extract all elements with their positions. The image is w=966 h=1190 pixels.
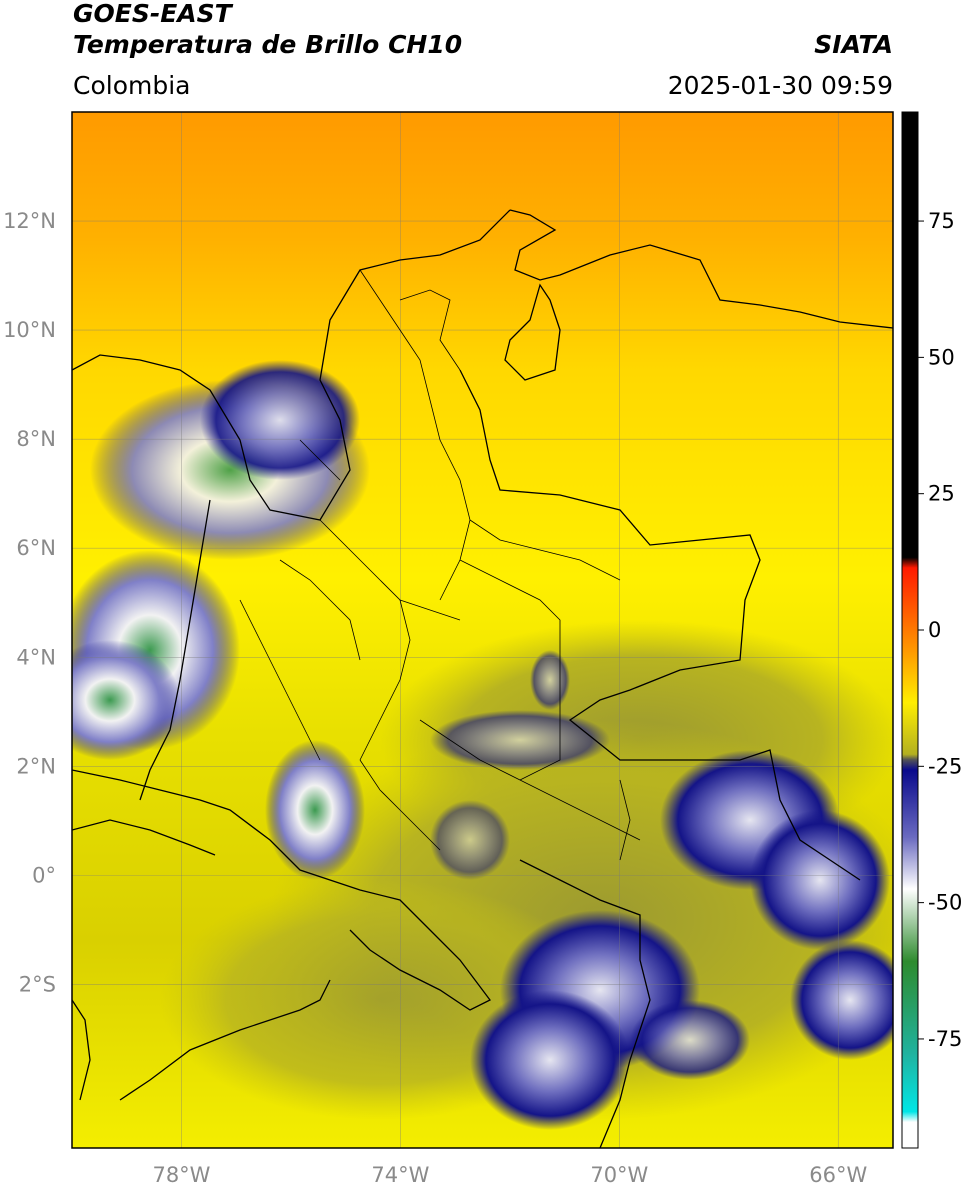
- lat-tick-label: 4°N: [16, 645, 56, 669]
- lat-tick-label: 0°: [32, 863, 56, 887]
- colorbar-tick-label: 50: [928, 345, 955, 369]
- brand-label: SIATA: [814, 30, 893, 59]
- lon-tick-label: 66°W: [809, 1163, 867, 1187]
- timestamp-label: 2025-01-30 09:59: [667, 71, 893, 100]
- product-title: Temperatura de Brillo CH10: [73, 30, 463, 59]
- colorbar-tick-label: -50: [928, 891, 962, 915]
- colorbar-tick-label: 75: [928, 209, 955, 233]
- lon-tick-label: 78°W: [152, 1163, 210, 1187]
- lat-tick-label: 8°N: [16, 427, 56, 451]
- colorbar: [902, 112, 918, 1148]
- lat-tick-label: 2°S: [19, 972, 56, 996]
- brightness-temperature-imagery: [72, 112, 893, 1148]
- longitude-labels: 78°W 74°W 70°W 66°W: [152, 1163, 867, 1187]
- colorbar-tick-label: 0: [928, 618, 941, 642]
- lat-tick-label: 6°N: [16, 536, 56, 560]
- map-frame: [71, 111, 894, 1149]
- colorbar-tick-label: -25: [928, 754, 962, 778]
- country-borders: [72, 209, 893, 1148]
- colorbar-tick-label: 25: [928, 482, 955, 506]
- region-label: Colombia: [73, 71, 191, 100]
- satellite-title: GOES-EAST: [73, 0, 232, 28]
- department-borders: [239, 269, 641, 861]
- graticule: [72, 112, 893, 1148]
- lon-tick-label: 74°W: [371, 1163, 429, 1187]
- latitude-labels: 12°N 10°N 8°N 6°N 4°N 2°N 0° 2°S: [3, 209, 56, 996]
- colorbar-tick-label: -75: [928, 1027, 962, 1051]
- lon-tick-label: 70°W: [590, 1163, 648, 1187]
- colorbar-labels: 75 50 25 0 -25 -50 -75: [918, 209, 962, 1051]
- lat-tick-label: 10°N: [3, 318, 56, 342]
- lat-tick-label: 12°N: [3, 209, 56, 233]
- lat-tick-label: 2°N: [16, 754, 56, 778]
